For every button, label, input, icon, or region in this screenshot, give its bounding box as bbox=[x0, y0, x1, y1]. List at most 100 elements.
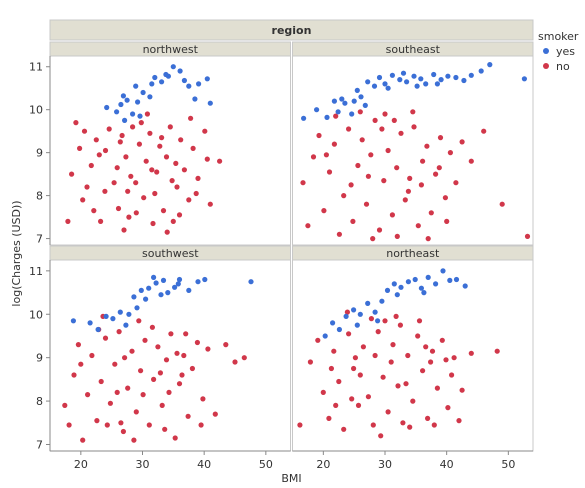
data-point-yes bbox=[349, 111, 355, 117]
data-point-yes bbox=[418, 76, 424, 82]
data-point-yes bbox=[248, 279, 254, 285]
x-tick-label: 40 bbox=[440, 458, 454, 471]
data-point-yes bbox=[358, 94, 364, 100]
data-point-yes bbox=[468, 72, 474, 78]
data-point-no bbox=[232, 359, 238, 365]
data-point-yes bbox=[114, 109, 120, 115]
data-point-no bbox=[178, 137, 184, 143]
data-point-yes bbox=[138, 287, 144, 293]
data-point-no bbox=[190, 145, 196, 151]
data-point-no bbox=[195, 175, 201, 181]
data-point-no bbox=[66, 422, 72, 428]
x-tick-label: 20 bbox=[74, 458, 88, 471]
data-point-no bbox=[431, 422, 437, 428]
data-point-no bbox=[157, 143, 163, 149]
data-point-yes bbox=[385, 85, 391, 91]
y-tick-label: 11 bbox=[29, 61, 43, 74]
data-point-yes bbox=[453, 74, 459, 81]
data-point-yes bbox=[372, 309, 378, 315]
data-point-no bbox=[143, 158, 149, 164]
data-point-no bbox=[436, 165, 442, 171]
data-point-no bbox=[125, 385, 131, 391]
data-point-yes bbox=[357, 311, 363, 317]
y-tick-label: 8 bbox=[36, 190, 43, 203]
data-point-no bbox=[315, 337, 321, 343]
data-point-no bbox=[390, 342, 396, 348]
data-point-yes bbox=[384, 287, 391, 293]
plot-area bbox=[292, 259, 534, 452]
data-point-no bbox=[106, 126, 112, 132]
data-point-yes bbox=[354, 87, 360, 93]
data-point-yes bbox=[118, 101, 124, 108]
data-point-no bbox=[75, 342, 81, 348]
facet-panel-northeast: northeast bbox=[292, 245, 534, 452]
facet-strip-region: region bbox=[49, 19, 534, 41]
data-point-yes bbox=[301, 115, 307, 121]
data-point-no bbox=[310, 154, 317, 160]
data-point-no bbox=[179, 372, 185, 378]
data-point-no bbox=[442, 195, 448, 201]
data-point-no bbox=[98, 218, 104, 224]
data-point-no bbox=[176, 381, 183, 387]
data-point-no bbox=[393, 313, 399, 319]
data-point-no bbox=[405, 352, 411, 359]
data-point-yes bbox=[330, 320, 336, 326]
y-tick-label: 7 bbox=[36, 438, 43, 451]
y-tick-label: 9 bbox=[36, 147, 43, 160]
data-point-yes bbox=[163, 71, 169, 78]
data-point-no bbox=[170, 218, 176, 224]
data-point-no bbox=[84, 184, 90, 190]
data-point-no bbox=[144, 111, 150, 117]
data-point-no bbox=[394, 165, 400, 171]
data-point-yes bbox=[440, 268, 446, 274]
data-point-no bbox=[69, 171, 75, 177]
x-tick-label: 30 bbox=[378, 458, 392, 471]
data-point-no bbox=[142, 337, 148, 343]
data-point-no bbox=[434, 385, 440, 391]
data-point-yes bbox=[192, 96, 198, 102]
data-point-no bbox=[181, 352, 187, 359]
legend-title: smoker bbox=[538, 30, 579, 43]
y-tick-label: 9 bbox=[36, 352, 43, 365]
data-point-no bbox=[407, 175, 413, 181]
data-point-no bbox=[163, 357, 170, 363]
data-point-no bbox=[451, 355, 457, 361]
data-point-yes bbox=[131, 294, 137, 300]
data-point-no bbox=[94, 418, 100, 424]
data-point-no bbox=[81, 128, 88, 134]
data-point-no bbox=[102, 147, 109, 154]
data-point-no bbox=[185, 413, 191, 419]
data-point-no bbox=[499, 201, 505, 207]
data-point-no bbox=[420, 368, 426, 374]
data-point-no bbox=[126, 214, 132, 220]
data-point-no bbox=[423, 344, 429, 350]
data-point-no bbox=[381, 178, 387, 184]
data-point-no bbox=[443, 357, 449, 363]
data-point-yes bbox=[423, 81, 429, 87]
legend: smoker yes no bbox=[538, 30, 579, 73]
data-point-no bbox=[129, 348, 135, 354]
data-point-no bbox=[379, 126, 385, 132]
data-point-yes bbox=[487, 62, 493, 68]
data-point-yes bbox=[170, 64, 176, 70]
data-point-no bbox=[349, 396, 355, 402]
data-point-no bbox=[200, 396, 206, 402]
data-point-yes bbox=[153, 280, 159, 286]
data-point-no bbox=[198, 422, 204, 428]
data-point-yes bbox=[143, 296, 149, 302]
data-point-no bbox=[307, 359, 313, 365]
data-point-yes bbox=[343, 313, 349, 319]
y-tick-label: 10 bbox=[29, 104, 43, 117]
data-point-no bbox=[355, 402, 362, 408]
data-point-yes bbox=[411, 73, 417, 79]
data-point-no bbox=[168, 331, 174, 337]
data-point-no bbox=[157, 370, 163, 376]
x-tick-label: 30 bbox=[136, 458, 150, 471]
data-point-no bbox=[202, 128, 208, 134]
data-point-no bbox=[183, 331, 189, 337]
data-point-no bbox=[453, 180, 459, 186]
data-point-no bbox=[122, 355, 128, 361]
facet-strip-region-label: region bbox=[272, 24, 312, 37]
data-point-no bbox=[130, 124, 136, 130]
data-point-yes bbox=[371, 83, 378, 89]
